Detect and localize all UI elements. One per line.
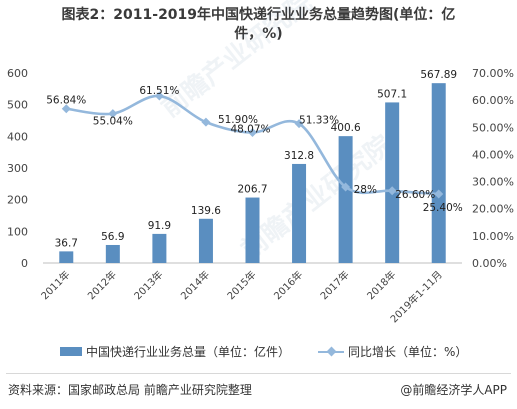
bar-value-label: 139.6 [191,205,221,217]
footer-divider [6,373,511,374]
growth-value-label: 51.33% [299,115,339,127]
growth-value-label: 56.84% [46,95,86,107]
legend-bar-label: 中国快递行业业务总量（单位：亿件） [86,345,291,359]
y-right-tick-label: 30.00% [472,176,514,189]
chart-plot: 前瞻产业研究院 前瞻产业研究院 0 100 200 300 400 500 600 0.00%… [7,0,514,325]
growth-value-label: 55.04% [93,116,133,128]
bar [198,218,213,263]
growth-point [341,182,351,192]
y-left-tick-label: 600 [7,67,28,80]
growth-value-label: 26.60% [395,189,435,201]
x-tick-label: 2016年 [271,268,305,302]
growth-point [61,104,71,114]
growth-point [201,117,211,127]
bar-value-label: 312.8 [284,150,314,162]
x-tick-label: 2013年 [131,268,165,302]
legend-item-line: 同比增长（单位：%） [318,343,467,360]
bar-value-label: 567.89 [420,69,457,81]
y-right-tick-label: 40.00% [472,148,514,161]
x-tick-label: 2012年 [85,268,119,302]
growth-point [154,91,164,101]
y-left-tick-label: 300 [7,162,28,175]
y-left-tick-label: 0 [21,257,28,270]
bar-value-label: 507.1 [377,88,407,100]
growth-point [248,128,257,138]
bar-value-label: 36.7 [55,237,78,249]
brand-credit: @前瞻经济学人APP [400,383,507,397]
legend-item-bars: 中国快递行业业务总量（单位：亿件） [60,343,290,360]
chart-title-line2: 件，%) [234,26,283,42]
bar-value-label: 56.9 [101,231,124,243]
y-right-tick-label: 50.00% [472,121,514,134]
y-right-tick-label: 20.00% [472,203,514,216]
y-right-tick-label: 10.00% [472,230,514,243]
growth-point [294,119,304,129]
source-note: 资料来源：国家邮政总局 前瞻产业研究院整理 [8,383,252,397]
footer: 资料来源：国家邮政总局 前瞻产业研究院整理 @前瞻经济学人APP [0,369,517,409]
y-left-tick-label: 500 [7,99,28,112]
growth-point [434,189,444,199]
y-right-tick-label: 70.00% [472,67,514,80]
bar [105,244,120,263]
y-right-tick-label: 60.00% [472,94,514,107]
growth-point [108,109,118,119]
growth-value-label: 28% [354,184,377,196]
legend-bar-swatch [60,347,82,356]
y-right-tick-label: 0.00% [472,257,507,270]
bar [59,251,74,263]
watermark: 前瞻产业研究院 前瞻产业研究院 [155,0,398,266]
x-tick-label: 2017年 [317,268,351,302]
growth-value-label: 51.90% [218,114,258,126]
bar [431,83,446,263]
legend-line-swatch [318,346,344,358]
bar [385,102,400,263]
bar-value-label: 91.9 [148,220,171,232]
growth-value-label: 48.07% [230,124,270,136]
bar-value-label: 206.7 [237,184,267,196]
chart-title: 图表2：2011-2019年中国快递行业业务总量趋势图(单位：亿 件，%) [0,6,517,44]
chart-title-line1: 图表2：2011-2019年中国快递行业业务总量趋势图(单位：亿 [61,7,456,23]
bar [292,163,307,263]
growth-point [387,186,397,196]
growth-value-label: 61.51% [139,85,179,97]
y-left-tick-label: 100 [7,225,28,238]
y-left-tick-label: 200 [7,194,28,207]
watermark-text: 前瞻产业研究院 [235,129,398,265]
x-tick-label: 2011年 [38,268,72,302]
y-left-tick-label: 400 [7,130,28,143]
legend-line-label: 同比增长（单位：%） [348,345,468,359]
x-tick-label: 2015年 [224,268,258,302]
growth-value-label: 25.40% [423,202,463,214]
bar [245,197,260,263]
bar [338,136,353,263]
bar [152,233,167,263]
x-tick-label: 2014年 [178,268,212,302]
bar-value-label: 400.6 [331,122,361,134]
x-tick-label: 2018年 [364,268,398,302]
